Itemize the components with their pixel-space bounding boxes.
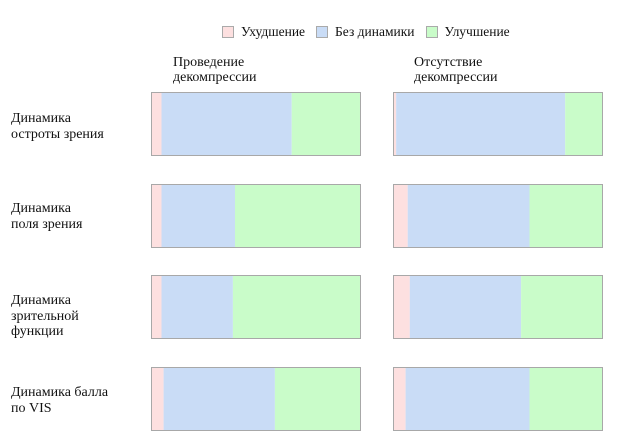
bar-segment-improvement-row4-col1 [274,367,361,431]
legend-swatch-worsening [222,26,234,38]
bar-segment-improvement-row1-col1 [291,92,361,156]
bar-segment-worsening-row1-col2 [393,92,397,156]
bar-segment-no-change-row1-col1 [161,92,292,156]
bar-segment-improvement-row3-col1 [232,275,361,339]
legend-swatch-improvement [425,26,438,38]
legend-label-no-change: Без динамики [335,24,415,39]
bar-frame-row2-col2 [393,184,603,248]
row-label-visual-field: Динамика поля зрения [11,201,83,232]
legend-label-worsening: Ухудшение [241,24,306,39]
bar-frame-row1-col2 [393,92,603,156]
column-header-no-decompression: Отсутствие декомпрессии [414,55,498,85]
bar-segment-improvement-row3-col2 [521,275,603,339]
bar-segment-no-change-row1-col2 [396,92,566,156]
bar-segment-worsening-row2-col1 [151,184,162,248]
bar-segment-worsening-row3-col1 [151,275,162,339]
bar-frame-row4-col2 [393,367,603,431]
row-label-visual-function: Динамика зрительной функции [11,293,79,339]
bar-segment-no-change-row2-col2 [407,184,530,248]
bar-segment-worsening-row1-col1 [151,92,162,156]
bar-segment-improvement-row2-col1 [235,184,361,248]
row-label-acuity: Динамика остроты зрения [11,111,104,142]
legend-item-no-change: Без динамики [316,24,415,40]
legend-swatch-no-change [316,26,329,38]
bar-segment-no-change-row2-col1 [161,184,235,248]
legend-label-improvement: Улучшение [444,24,510,39]
bar-segment-no-change-row4-col2 [405,367,530,431]
row-label-vis-score: Динамика балла по VIS [11,385,109,416]
bar-frame-row2-col1 [151,184,361,248]
bar-segment-worsening-row4-col1 [151,367,164,431]
bar-frame-row3-col1 [151,275,361,339]
bar-segment-worsening-row2-col2 [393,184,408,248]
bar-segment-worsening-row4-col2 [393,367,406,431]
legend-item-worsening: Ухудшение [222,24,305,40]
bar-segment-improvement-row4-col2 [529,367,603,431]
bar-segment-no-change-row3-col2 [409,275,522,339]
legend: Ухудшение Без динамики Улучшение [222,24,521,40]
legend-item-improvement: Улучшение [425,24,510,40]
bar-frame-row3-col2 [393,275,603,339]
bar-segment-no-change-row4-col1 [163,367,275,431]
bar-segment-worsening-row3-col2 [393,275,410,339]
bar-segment-no-change-row3-col1 [161,275,233,339]
bar-segment-improvement-row1-col2 [565,92,603,156]
bar-frame-row4-col1 [151,367,361,431]
column-header-decompression: Проведение декомпрессии [173,55,257,85]
bar-frame-row1-col1 [151,92,361,156]
bar-segment-improvement-row2-col2 [529,184,603,248]
